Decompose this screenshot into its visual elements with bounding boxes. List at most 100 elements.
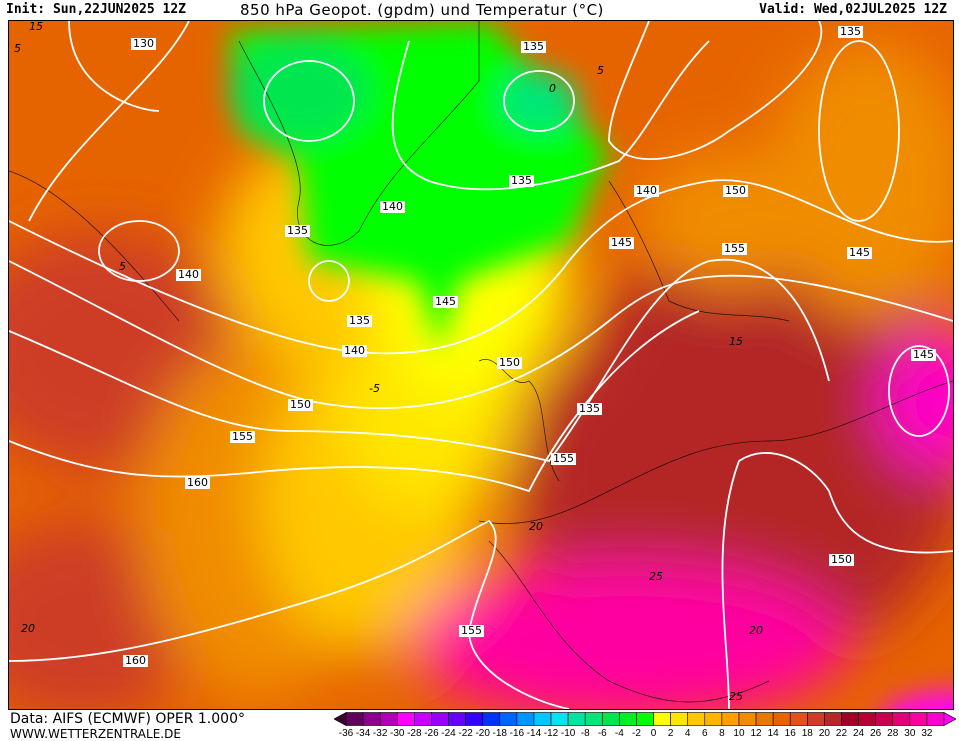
legend-swatch	[414, 712, 432, 726]
map-title: 850 hPa Geopot. (gpdm) und Temperatur (°…	[240, 1, 604, 19]
legend-tick-label: 28	[887, 728, 899, 739]
temperature-contour-label: 25	[729, 690, 743, 703]
geopotential-contour-label: 145	[433, 295, 458, 308]
legend-swatch	[841, 712, 859, 726]
legend-swatch	[687, 712, 706, 726]
legend-swatch	[755, 712, 774, 726]
temperature-contour-label: 20	[21, 622, 35, 635]
legend-tick-label: 30	[904, 728, 916, 739]
legend-swatch	[516, 712, 535, 726]
legend-swatch	[396, 712, 415, 726]
legend-tick-label: -20	[475, 728, 490, 739]
geopotential-contour-label: 140	[176, 268, 201, 281]
geopotential-contour-label: 160	[123, 654, 148, 667]
legend-tick-label: 12	[750, 728, 762, 739]
legend-swatch	[550, 712, 569, 726]
legend-swatch	[584, 712, 603, 726]
legend-tick-label: -24	[441, 728, 456, 739]
legend-swatch	[875, 712, 894, 726]
legend-swatch	[533, 712, 552, 726]
legend-swatch	[448, 712, 466, 726]
geopotential-contour-label: 140	[380, 200, 405, 213]
data-source: Data: AIFS (ECMWF) OPER 1.000°	[10, 711, 245, 727]
legend-swatch	[824, 712, 842, 726]
geopotential-contour-label: 135	[838, 25, 863, 38]
legend-swatch	[892, 712, 911, 726]
geopotential-contour-label: 135	[521, 40, 546, 53]
legend-tick-label: -34	[355, 728, 371, 739]
legend-tick-label: 14	[767, 728, 779, 739]
legend-swatch	[379, 712, 398, 726]
legend-tick-label: 4	[684, 728, 691, 739]
legend-swatch	[636, 712, 654, 726]
legend-swatch	[858, 712, 876, 726]
geopotential-contour-label: 155	[230, 430, 255, 443]
legend-tick-label: -36	[338, 728, 354, 739]
legend-tick-label: 24	[853, 728, 865, 739]
legend-tick-label: 10	[733, 728, 745, 739]
legend-swatch	[345, 712, 364, 726]
legend-tick-label: 8	[719, 728, 725, 739]
legend-tick-label: 20	[818, 728, 830, 739]
legend-swatch	[943, 712, 956, 726]
temperature-contour-label: 0	[549, 82, 556, 95]
legend-swatch	[567, 712, 586, 726]
color-legend	[334, 712, 956, 726]
geopotential-contour-label: 145	[847, 246, 872, 259]
legend-swatch	[670, 712, 689, 726]
geopotential-contour-label: 155	[459, 624, 484, 637]
temperature-field	[9, 21, 953, 709]
legend-tick-label: -26	[424, 728, 439, 739]
valid-time: Valid: Wed,02JUL2025 12Z	[759, 2, 947, 17]
legend-tick-label: -22	[458, 728, 473, 739]
temperature-contour-label: 15	[729, 335, 743, 348]
temperature-contour-label: -5	[369, 382, 380, 395]
temperature-contour-label: 25	[649, 570, 663, 583]
legend-tick-label: 22	[835, 728, 848, 739]
legend-tick-label: 0	[650, 728, 657, 739]
legend-labels: -36 -34 -32 -30 -28 -26 -24 -22 -20 -18 -16 -14 -12-…	[334, 728, 956, 740]
legend-tick-label: -4	[614, 728, 624, 739]
geopotential-contour-label: 130	[131, 37, 156, 50]
geopotential-contour-label: 135	[577, 402, 602, 415]
legend-tick-label: -8	[580, 728, 590, 739]
temperature-contour-label: 15	[29, 20, 43, 33]
geopotential-contour-label: 145	[911, 348, 936, 361]
legend-swatch	[721, 712, 740, 726]
legend-swatch	[926, 712, 945, 726]
legend-swatch	[482, 712, 501, 726]
legend-tick-label: -32	[372, 728, 388, 739]
temperature-contour-label: 20	[749, 624, 763, 637]
temperature-contour-label: 5	[597, 64, 604, 77]
legend-swatch	[465, 712, 483, 726]
legend-tick-label: 26	[870, 728, 882, 739]
legend-swatch	[334, 712, 347, 726]
geopotential-contour-label: 135	[285, 224, 310, 237]
legend-tick-label: 18	[801, 728, 813, 739]
legend-tick-label: -28	[407, 728, 422, 739]
weather-map: 130 135 135 135 140 135 140 140 135 145 140 150 150 1…	[8, 20, 954, 710]
website: WWW.WETTERZENTRALE.DE	[10, 727, 181, 741]
geopotential-contour-label: 155	[722, 242, 747, 255]
legend-swatch	[807, 712, 825, 726]
legend-swatch	[772, 712, 791, 726]
legend-swatch	[653, 712, 671, 726]
legend-swatch	[431, 712, 449, 726]
legend-tick-label: -6	[597, 728, 607, 739]
geopotential-contour-label: 150	[288, 398, 313, 411]
geopotential-contour-label: 140	[634, 184, 659, 197]
legend-tick-label: -12	[543, 728, 559, 739]
legend-swatch	[909, 712, 928, 726]
temperature-contour-label: 20	[529, 520, 543, 533]
legend-swatch	[601, 712, 620, 726]
legend-tick-label: -16	[509, 728, 525, 739]
geopotential-contour-label: 135	[509, 174, 534, 187]
legend-swatch	[619, 712, 637, 726]
legend-tick-label: -10	[560, 728, 576, 739]
legend-tick-label: -30	[390, 728, 405, 739]
geopotential-contour-label: 150	[829, 553, 854, 566]
legend-tick-label: -18	[492, 728, 507, 739]
geopotential-contour-label: 140	[342, 344, 367, 357]
legend-tick-label: -2	[632, 728, 641, 739]
legend-swatch	[362, 712, 381, 726]
